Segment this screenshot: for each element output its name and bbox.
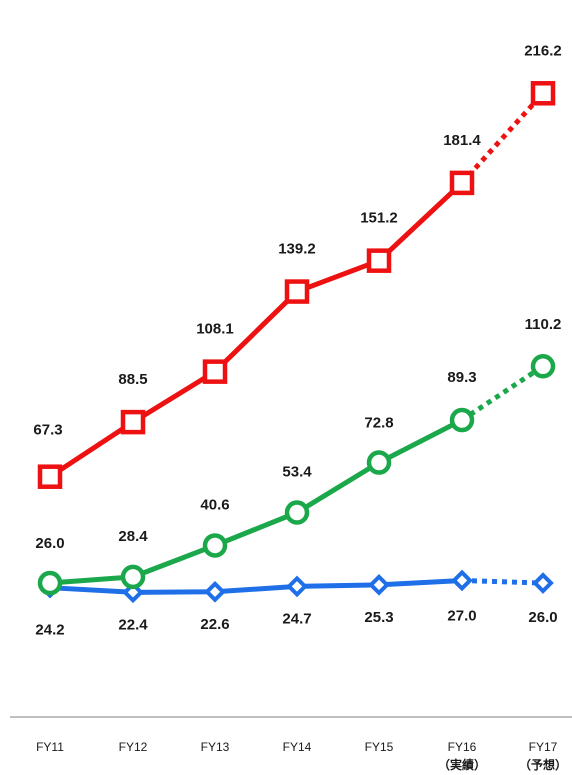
data-labels: 67.3 88.5 108.1 139.2 151.2 181.4 216.2 26.0 28.… <box>33 42 561 638</box>
data-label: 139.2 <box>278 241 316 258</box>
data-point-circle <box>37 570 63 596</box>
data-point-square <box>202 359 228 384</box>
data-label: 181.4 <box>443 132 481 149</box>
data-label: 110.2 <box>525 316 562 333</box>
data-label: 89.3 <box>447 369 476 386</box>
data-label: 22.4 <box>118 616 148 633</box>
data-point-diamond <box>368 574 390 596</box>
data-label: 151.2 <box>360 210 398 227</box>
data-label: 216.2 <box>524 42 562 59</box>
data-label: 25.3 <box>364 609 393 626</box>
data-label: 24.2 <box>35 622 64 639</box>
data-point-square <box>284 279 310 304</box>
data-label: 108.1 <box>196 321 234 338</box>
series-lines <box>47 91 545 595</box>
data-point-diamond <box>286 575 308 598</box>
data-point-circle <box>366 450 392 475</box>
series-line <box>47 577 465 595</box>
x-tick-label: FY16 <box>448 740 477 754</box>
data-point-circle <box>284 500 310 525</box>
data-label: 28.4 <box>118 528 148 545</box>
series-forecast-line <box>461 577 544 586</box>
data-point-square <box>449 170 475 196</box>
data-point-square <box>37 464 63 489</box>
data-label: 67.3 <box>33 422 62 439</box>
data-point-circle <box>530 353 556 379</box>
x-tick-sublabel: （予想） <box>519 757 567 772</box>
data-label: 24.7 <box>282 610 311 627</box>
data-point-diamond <box>204 580 226 603</box>
x-tick-sublabel: （実績） <box>438 757 486 772</box>
series-forecast-line <box>460 91 545 185</box>
x-tick-label: FY17 <box>529 740 558 754</box>
data-point-diamond <box>532 572 554 594</box>
x-tick-label: FY13 <box>201 740 230 754</box>
data-point-square <box>120 409 146 435</box>
series-line <box>47 417 465 586</box>
data-point-circle <box>449 407 475 433</box>
data-label: 26.0 <box>35 535 64 552</box>
data-label: 40.6 <box>200 496 229 513</box>
data-label: 53.4 <box>282 463 312 480</box>
data-point-circle <box>202 533 228 558</box>
x-tick-label: FY11 <box>36 740 64 754</box>
x-tick-label: FY12 <box>119 740 148 754</box>
data-label: 22.6 <box>200 616 229 633</box>
data-label: 72.8 <box>364 415 393 432</box>
x-tick-label: FY15 <box>365 740 394 754</box>
series-markers <box>37 81 556 604</box>
series-forecast-line <box>460 364 545 423</box>
data-label: 27.0 <box>447 607 476 624</box>
series-line <box>47 180 465 480</box>
data-point-square <box>530 81 556 106</box>
data-point-square <box>366 248 392 273</box>
data-label: 88.5 <box>118 371 147 388</box>
data-point-diamond <box>451 569 473 592</box>
x-tick-label: FY14 <box>283 740 312 754</box>
data-label: 26.0 <box>528 609 557 626</box>
x-tick-labels: FY11 FY12 FY13 FY14 FY15 FY16 （実績） FY17 （予想） <box>36 740 567 772</box>
data-point-circle <box>120 564 146 590</box>
